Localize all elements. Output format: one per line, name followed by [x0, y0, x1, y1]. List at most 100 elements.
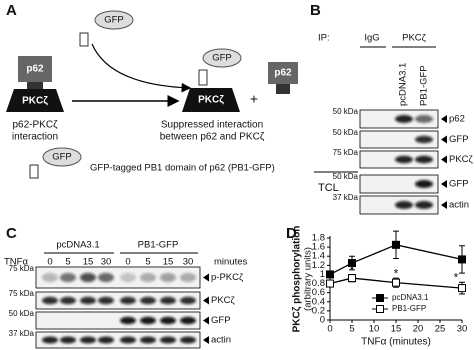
caption: p62-PKCζ — [13, 120, 59, 131]
time-label: 0 — [125, 257, 130, 268]
group-label: PB1-GFP — [138, 240, 179, 251]
gfp-shape — [202, 48, 242, 68]
point — [458, 255, 466, 264]
panel-c: C pcDNA3.1 PB1-GFP TNFα minutes — [4, 225, 248, 268]
band — [415, 135, 433, 144]
blot — [35, 311, 201, 330]
blot — [35, 291, 201, 310]
pointer — [203, 273, 209, 282]
panel-label: D — [286, 225, 297, 242]
legend-marker — [376, 294, 384, 302]
pointer — [203, 336, 209, 344]
band — [160, 316, 176, 325]
pointer — [203, 296, 209, 305]
mw-marker: 37 kDa — [9, 329, 35, 338]
pointer — [441, 115, 447, 123]
pkc-text: PKCζ — [22, 96, 48, 107]
blot-label: GFP — [449, 134, 469, 145]
tcl-label: TCL — [318, 182, 339, 194]
plus: + — [250, 91, 258, 107]
y-tick-label: 1.6 — [312, 242, 325, 253]
group-label: pcDNA3.1 — [56, 240, 99, 251]
tnf-label: TNFα — [4, 257, 28, 268]
band — [140, 296, 156, 305]
pointer — [441, 201, 447, 209]
band — [120, 296, 136, 305]
blot-label: PKCζ — [449, 154, 474, 165]
band — [415, 180, 433, 188]
mw-marker: 50 kDa — [333, 107, 359, 116]
mw-marker: 50 kDa — [333, 172, 359, 181]
x-tick-label: 25 — [435, 324, 446, 335]
series-line — [329, 244, 463, 276]
x-tick-label: 20 — [413, 324, 424, 335]
band — [98, 296, 114, 305]
band — [60, 336, 76, 344]
ip-label: IP: — [318, 33, 330, 44]
gfp-text: GFP — [104, 15, 124, 26]
x-tick-label: 15 — [391, 324, 402, 335]
band — [80, 336, 96, 344]
point — [392, 240, 400, 249]
pkc-text: PKCζ — [198, 95, 224, 106]
x-tick-label: 30 — [457, 324, 468, 335]
band — [140, 316, 156, 325]
blot — [359, 174, 439, 194]
pkc-shape — [6, 89, 64, 112]
p62-box — [268, 62, 298, 84]
ip-group: PKCζ — [402, 33, 427, 44]
x-tick-label: 0 — [327, 324, 332, 335]
pointer — [441, 135, 447, 144]
gfp-text: GFP — [212, 53, 232, 64]
band — [60, 272, 76, 283]
band — [140, 272, 156, 283]
gfp-shape — [94, 10, 134, 30]
band — [395, 155, 413, 164]
point — [458, 284, 466, 293]
panel-d: D 00.20.40.60.811.21.41.61.8 0 5 10 15 20 25 30… — [286, 225, 467, 348]
caption: between p62 and PKCζ — [160, 132, 265, 143]
panel-label: A — [6, 2, 17, 19]
legend-text: GFP-tagged PB1 domain of p62 (PB1-GFP) — [90, 163, 275, 174]
time-label: 30 — [183, 257, 194, 268]
panel-a: A GFP p62 PKCζ p62-PKCζ interaction GFP … — [6, 2, 298, 179]
pb1-shape — [79, 32, 89, 47]
legend-label: PB1-GFP — [392, 304, 426, 313]
point — [326, 279, 334, 288]
time-label: 30 — [101, 257, 112, 268]
blot — [359, 130, 439, 149]
time-label: 15 — [163, 257, 174, 268]
legend-label: pcDNA3.1 — [392, 293, 429, 302]
point — [348, 259, 356, 268]
band — [415, 201, 433, 209]
band — [160, 336, 176, 344]
y-axis-subtitle: (arbitrary units) — [303, 247, 314, 311]
band — [98, 272, 114, 283]
band — [415, 115, 433, 123]
y-tick-label: 1.8 — [312, 233, 325, 244]
time-label: 0 — [47, 257, 52, 268]
band — [120, 272, 136, 283]
y-tick-label: 1.2 — [312, 260, 325, 271]
unit-label: minutes — [214, 257, 248, 268]
pointer — [441, 180, 447, 188]
pb1-shape — [29, 164, 39, 179]
mw-marker: 75 kDa — [9, 289, 35, 298]
band — [180, 272, 196, 283]
time-label: 5 — [145, 257, 150, 268]
time-label: 15 — [83, 257, 94, 268]
mw-marker: 75 kDa — [333, 148, 359, 157]
mw-marker: 75 kDa — [9, 264, 35, 273]
band — [120, 336, 136, 344]
band — [80, 272, 96, 283]
band — [160, 296, 176, 305]
blot — [35, 266, 201, 289]
band — [395, 115, 413, 123]
significance: * — [394, 266, 399, 280]
y-tick-label: 0.6 — [312, 287, 325, 298]
gfp-text: GFP — [52, 152, 72, 163]
x-tick-label: 5 — [349, 324, 354, 335]
caption: Suppressed interaction — [161, 120, 263, 131]
lane-label: PB1-GFP — [419, 65, 430, 106]
pb1-shape — [198, 69, 208, 86]
